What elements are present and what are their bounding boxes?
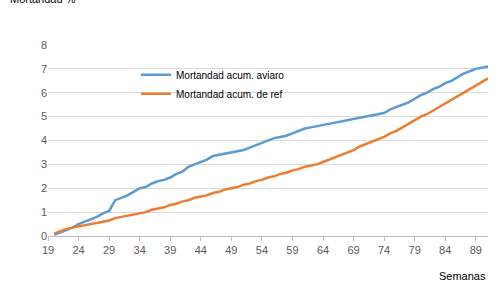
svg-text:Mortandad %: Mortandad % [10,0,76,5]
svg-text:89: 89 [470,244,482,256]
svg-text:2: 2 [41,182,47,194]
svg-text:79: 79 [409,244,421,256]
svg-text:Mortandad acum. de ref: Mortandad acum. de ref [176,89,282,100]
svg-text:29: 29 [103,244,115,256]
svg-text:69: 69 [347,244,359,256]
svg-text:24: 24 [72,244,84,256]
svg-text:59: 59 [286,244,298,256]
svg-text:74: 74 [378,244,390,256]
svg-text:54: 54 [256,244,268,256]
svg-text:39: 39 [164,244,176,256]
svg-text:19: 19 [42,244,54,256]
svg-text:0: 0 [41,230,47,242]
svg-text:6: 6 [41,87,47,99]
svg-text:Semanas: Semanas [439,270,486,282]
svg-text:Mortandad acum. aviaro: Mortandad acum. aviaro [176,70,284,81]
svg-text:4: 4 [41,134,47,146]
svg-text:34: 34 [134,244,146,256]
svg-text:44: 44 [195,244,207,256]
svg-text:64: 64 [317,244,329,256]
svg-text:1: 1 [41,206,47,218]
svg-text:3: 3 [41,158,47,170]
svg-text:49: 49 [225,244,237,256]
svg-text:5: 5 [41,110,47,122]
svg-text:7: 7 [41,63,47,75]
svg-text:8: 8 [41,39,47,51]
svg-text:84: 84 [439,244,451,256]
